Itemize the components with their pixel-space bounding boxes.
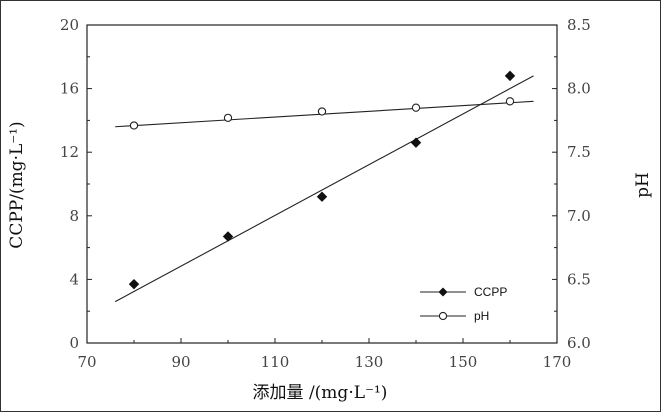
ph-point bbox=[411, 103, 421, 112]
tick-labels: 70 90 110 130 150 170 0 4 8 12 16 20 6.0 6.5 7.0 7.5 8.0… bbox=[60, 16, 591, 371]
axes bbox=[86, 24, 558, 344]
y-right-tick-label: 6.5 bbox=[567, 270, 591, 288]
y-axis-left-label: CCPP/(mg·L⁻¹) bbox=[7, 121, 27, 248]
y-right-tick-label: 8.5 bbox=[567, 16, 591, 34]
x-tick-label: 70 bbox=[77, 353, 96, 371]
legend: CCPP pH bbox=[420, 285, 507, 323]
x-tick-label: 90 bbox=[171, 353, 190, 371]
y-left-tick-label: 12 bbox=[60, 143, 79, 161]
legend-label-ph: pH bbox=[474, 309, 489, 323]
x-axis-label: 添加量 /(mg·L⁻¹) bbox=[253, 383, 388, 403]
x-tick-label: 150 bbox=[449, 353, 478, 371]
ph-point bbox=[129, 121, 139, 130]
legend-marker-ph bbox=[438, 311, 448, 321]
ccpp-fit-line bbox=[114, 75, 534, 303]
ph-point bbox=[505, 97, 515, 106]
y-right-tick-label: 6.0 bbox=[567, 334, 591, 352]
x-tick-label: 110 bbox=[261, 353, 290, 371]
y-left-tick-label: 8 bbox=[69, 207, 79, 225]
y-right-tick-label: 7.0 bbox=[567, 207, 591, 225]
y-left-tick-label: 4 bbox=[69, 270, 79, 288]
legend-marker-ccpp bbox=[438, 287, 448, 297]
x-tick-label: 170 bbox=[543, 353, 572, 371]
ph-point bbox=[223, 113, 233, 123]
x-tick-label: 130 bbox=[355, 353, 384, 371]
y-left-tick-label: 16 bbox=[60, 80, 79, 98]
y-left-tick-label: 20 bbox=[60, 16, 79, 34]
y-axis-right-label: pH bbox=[633, 172, 653, 198]
ccpp-point bbox=[128, 278, 140, 290]
chart-marks bbox=[114, 70, 534, 303]
ph-point bbox=[317, 107, 327, 116]
legend-label-ccpp: CCPP bbox=[474, 285, 507, 299]
ccpp-point bbox=[504, 70, 516, 82]
y-left-tick-label: 0 bbox=[69, 334, 79, 352]
ccpp-point bbox=[410, 137, 422, 148]
ccpp-point bbox=[222, 231, 234, 242]
y-right-tick-label: 7.5 bbox=[567, 143, 591, 161]
y-right-tick-label: 8.0 bbox=[567, 80, 591, 98]
ccpp-point bbox=[316, 191, 328, 202]
